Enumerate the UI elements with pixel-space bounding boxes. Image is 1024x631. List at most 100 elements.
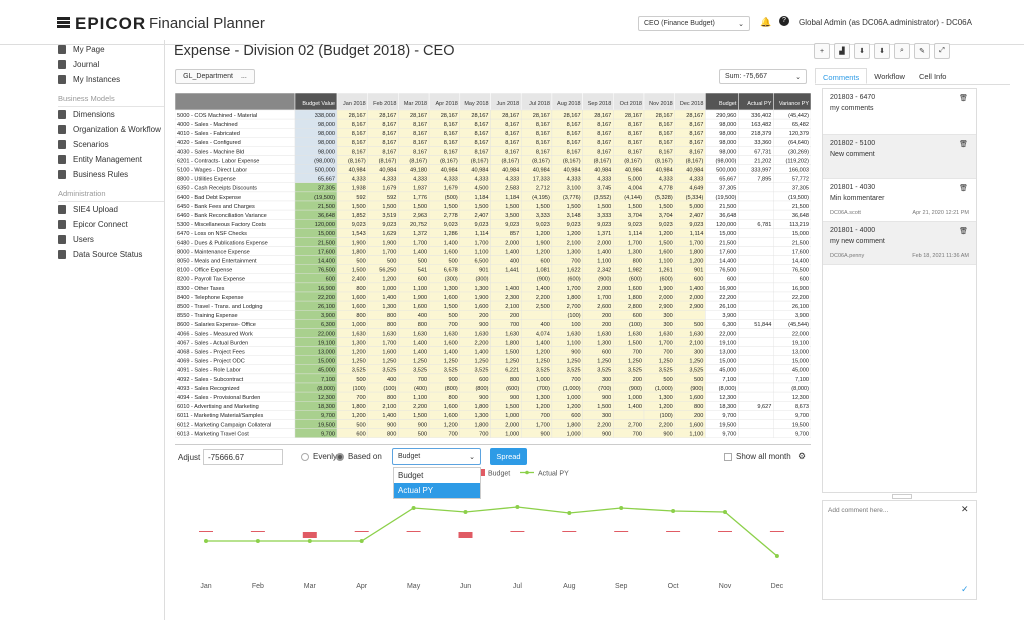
cell-text: 8,167 <box>475 122 489 128</box>
cell-text: 8,167 <box>536 122 550 128</box>
based-on-radio[interactable]: Based on <box>336 452 382 461</box>
tool-button[interactable]: ⌕ <box>894 43 910 59</box>
nav-item[interactable]: My Page <box>58 42 164 57</box>
delete[interactable]: 🗑 <box>959 185 968 192</box>
cell-text: (600) <box>568 277 581 283</box>
placeholder: Add comment here... <box>828 507 889 514</box>
cell-text: 1,250 <box>567 359 581 365</box>
cell-text: 21,500 <box>719 240 736 246</box>
cell-text: 45,000 <box>719 368 736 374</box>
nav-item[interactable]: Entity Management <box>58 152 164 167</box>
nav-item[interactable]: Data Source Status <box>58 247 164 262</box>
show-all: Show all month <box>736 452 791 461</box>
column-header: Variance PY <box>779 101 809 107</box>
nav-item[interactable]: Scenarios <box>58 137 164 152</box>
cell-text: 21,500 <box>318 204 335 210</box>
cell-text: 3,500 <box>505 213 519 219</box>
comment-text: Min kommentarer <box>830 195 885 202</box>
dropdown-option[interactable]: Actual PY <box>394 483 480 498</box>
nav-item[interactable]: Epicor Connect <box>58 217 164 232</box>
cell-text: 16,900 <box>792 286 809 292</box>
adjust-input[interactable]: -75666.67 <box>203 449 283 465</box>
tool-button[interactable]: ⬇ <box>874 43 890 59</box>
cell-text: 6011 - Marketing Material/Samples <box>177 413 264 419</box>
show-all-checkbox[interactable]: Show all month <box>724 452 791 461</box>
cell-text: (30,269) <box>788 149 809 155</box>
cell-text: (900) <box>690 386 703 392</box>
nav-item[interactable]: SIE4 Upload <box>58 202 164 217</box>
cell-text: 8,167 <box>597 140 611 146</box>
cell-text: 8,167 <box>567 122 581 128</box>
tab[interactable]: Workflow <box>874 72 905 81</box>
cell-text: 1,200 <box>659 404 673 410</box>
help[interactable]: ? <box>779 16 789 26</box>
cell-text: 4092 - Sales - Subcontract <box>177 377 244 383</box>
nav-item[interactable]: My Instances <box>58 72 164 87</box>
tab[interactable]: Comments <box>815 68 868 84</box>
cell <box>738 364 774 375</box>
cell-text: 1,400 <box>689 286 703 292</box>
tool-button[interactable]: + <box>814 43 830 59</box>
cell-text: 40,984 <box>686 168 703 174</box>
cell-text: 3,900 <box>722 313 736 319</box>
sum-select[interactable]: Sum: -75,667 ⌄ <box>719 69 807 84</box>
comment-input[interactable]: Add comment here... <box>822 500 977 600</box>
cell-text: (8,167) <box>532 158 550 164</box>
icon <box>58 155 66 164</box>
comment[interactable]: 201801 - 4030 🗑 Min kommentarer DC06A.scott… <box>823 179 976 222</box>
comment[interactable]: 201803 - 6470 🗑 my comments <box>823 89 976 135</box>
settings[interactable]: ⚙ <box>798 451 807 461</box>
cell-text: 900 <box>602 395 611 401</box>
cell-text: 700 <box>356 395 365 401</box>
cell-text: 28,167 <box>441 113 458 119</box>
cell-text: 40,984 <box>379 168 396 174</box>
bell[interactable]: 🔔 <box>760 17 772 27</box>
tab[interactable]: Cell Info <box>918 72 947 81</box>
cell-text: 1,250 <box>536 359 550 365</box>
cell-text: 8,167 <box>567 149 581 155</box>
dimension-button[interactable]: GL_Department... <box>175 69 255 84</box>
dropdown-option[interactable]: Budget <box>398 471 424 480</box>
cell-text: 218,379 <box>751 131 771 137</box>
nav-item[interactable]: Organization & Workflow <box>58 122 164 137</box>
cell-text: 7,895 <box>757 177 771 183</box>
scenario-select[interactable]: CEO (Finance Budget) ⌄ <box>638 16 750 31</box>
based-on-select[interactable]: Budget ⌄ <box>392 448 481 465</box>
point <box>411 506 416 510</box>
cell-text: 8,167 <box>444 149 458 155</box>
cell-text: 9,700 <box>321 413 335 419</box>
nav-label: My Instances <box>73 75 121 84</box>
delete[interactable]: 🗑 <box>959 228 968 235</box>
cell-text: 40,984 <box>441 168 458 174</box>
menu-icon[interactable] <box>57 17 70 28</box>
delete[interactable]: 🗑 <box>959 141 968 148</box>
nav-item[interactable]: Users <box>58 232 164 247</box>
tool-button[interactable]: ▟ <box>834 43 850 59</box>
spread-button[interactable]: Spread <box>490 448 527 465</box>
evenly-radio[interactable]: Evenly <box>301 452 337 461</box>
cell-text: 1,100 <box>597 259 611 265</box>
delete[interactable]: 🗑 <box>959 95 968 102</box>
clear[interactable]: ✕ <box>961 504 969 514</box>
comment[interactable]: 201801 - 4000 🗑 my new comment DC06A.penny F… <box>823 222 976 265</box>
tool-button[interactable]: ⤢ <box>934 43 950 59</box>
point <box>463 510 468 514</box>
cell-text: 8,167 <box>475 149 489 155</box>
cell-text: 592 <box>387 195 396 201</box>
tool-button[interactable]: ✎ <box>914 43 930 59</box>
nav-item[interactable]: Business Rules <box>58 167 164 182</box>
submit[interactable]: ✓ <box>961 584 969 594</box>
user[interactable]: Global Admin (as DC06A.administrator) - … <box>799 18 972 27</box>
cell-text: 2,200 <box>659 422 673 428</box>
cell-text: 15,000 <box>719 231 736 237</box>
cell-text: 600 <box>356 431 365 437</box>
nav-item[interactable]: Journal <box>58 57 164 72</box>
cell-text: 1,600 <box>413 304 427 310</box>
dropdown: Budget Actual PY <box>393 467 481 499</box>
cell-text: 9,700 <box>722 431 736 437</box>
nav-item[interactable]: Dimensions <box>58 107 164 122</box>
cell-text: (8,167) <box>624 158 642 164</box>
comment[interactable]: 201802 - 5100 🗑 New comment <box>823 135 976 179</box>
icon <box>58 45 66 54</box>
tool-button[interactable]: ⬇ <box>854 43 870 59</box>
